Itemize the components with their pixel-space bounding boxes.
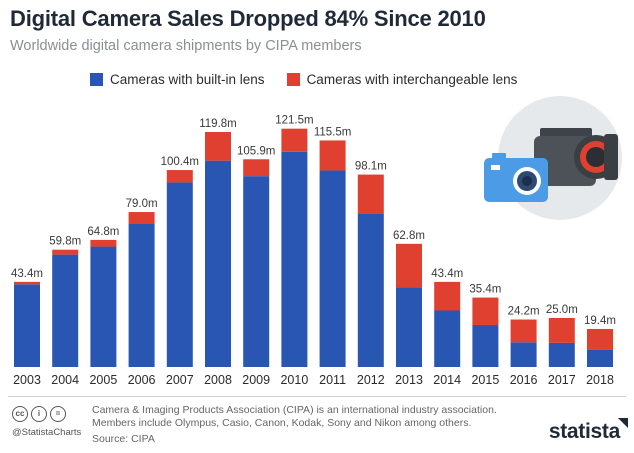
x-tick-2005: 2005 [89, 373, 117, 387]
data-label-2015: 35.4m [469, 284, 501, 296]
bar-chart: 43.4m 2003 59.8m 2004 64.8m 2005 79.0m 2006 100.… [11, 96, 622, 387]
data-label-2004: 59.8m [49, 236, 81, 248]
no-derivatives-icon: = [50, 406, 66, 422]
x-tick-2010: 2010 [280, 373, 308, 387]
bar-interchangeable-2013 [396, 243, 422, 288]
legend-label-built-in: Cameras with built-in lens [110, 72, 265, 87]
x-tick-2017: 2017 [548, 373, 576, 387]
data-label-2016: 24.2m [508, 306, 540, 318]
x-tick-2004: 2004 [51, 373, 79, 387]
bar-built-in-2018 [587, 349, 613, 367]
bar-built-in-2011 [319, 170, 346, 367]
legend-item-interchangeable: Cameras with interchangeable lens [286, 72, 518, 87]
data-label-2018: 19.4m [584, 315, 616, 327]
data-label-2014: 43.4m [431, 268, 463, 280]
x-tick-2016: 2016 [510, 373, 538, 387]
bar-interchangeable-2005 [90, 239, 117, 247]
data-label-2017: 25.0m [546, 304, 578, 316]
legend: Cameras with built-in lens Cameras with … [90, 72, 539, 87]
bar-interchangeable-2012 [357, 174, 384, 214]
bar-built-in-2016 [510, 342, 537, 367]
bar-interchangeable-2004 [52, 249, 79, 255]
bar-interchangeable-2003 [14, 281, 40, 285]
x-tick-2011: 2011 [319, 373, 346, 387]
legend-swatch-built-in [90, 73, 103, 86]
data-label-2007: 100.4m [161, 156, 199, 168]
cc-license: cc i = [12, 406, 69, 422]
source: Source: CIPA [92, 433, 155, 445]
x-tick-2012: 2012 [357, 373, 385, 387]
bar-built-in-2004 [52, 254, 79, 367]
bar-built-in-2010 [281, 151, 308, 367]
bar-built-in-2015 [472, 325, 499, 367]
chart-title: Digital Camera Sales Dropped 84% Since 2… [10, 6, 486, 31]
bar-built-in-2013 [396, 287, 422, 367]
x-tick-2014: 2014 [433, 373, 461, 387]
x-tick-2006: 2006 [128, 373, 156, 387]
twitter-handle: @StatistaCharts [12, 427, 82, 438]
bar-interchangeable-2011 [319, 140, 346, 171]
x-tick-2007: 2007 [166, 373, 194, 387]
bar-interchangeable-2017 [548, 317, 575, 343]
bar-built-in-2017 [548, 342, 575, 367]
x-tick-2009: 2009 [242, 373, 270, 387]
statista-logo: statista [548, 420, 620, 443]
bar-built-in-2012 [357, 213, 384, 367]
footer-divider [8, 396, 626, 397]
footer-note: Camera & Imaging Products Association (C… [92, 404, 497, 429]
legend-label-interchangeable: Cameras with interchangeable lens [306, 72, 518, 87]
attribution-icon: i [31, 406, 47, 422]
x-tick-2015: 2015 [471, 373, 499, 387]
bar-built-in-2008 [205, 160, 231, 367]
bar-interchangeable-2015 [472, 297, 499, 326]
data-label-2006: 79.0m [126, 198, 158, 210]
bar-interchangeable-2010 [281, 128, 308, 152]
bar-interchangeable-2008 [205, 132, 231, 161]
data-label-2008: 119.8m [199, 118, 237, 130]
bar-interchangeable-2006 [128, 212, 155, 225]
data-label-2005: 64.8m [87, 226, 119, 238]
statista-logo-mark [618, 418, 628, 428]
bar-interchangeable-2014 [434, 281, 461, 311]
bar-built-in-2009 [243, 176, 270, 367]
bar-interchangeable-2007 [166, 170, 193, 183]
data-label-2003: 43.4m [11, 268, 43, 280]
bar-built-in-2003 [14, 284, 40, 367]
bar-built-in-2006 [128, 224, 155, 367]
x-tick-2008: 2008 [204, 373, 232, 387]
bar-built-in-2007 [166, 182, 193, 367]
data-label-2009: 105.9m [237, 145, 275, 157]
bar-built-in-2014 [434, 310, 461, 367]
legend-item-built-in: Cameras with built-in lens [90, 72, 265, 87]
chart-subtitle: Worldwide digital camera shipments by CI… [10, 38, 362, 54]
legend-swatch-interchangeable [286, 73, 300, 86]
data-label-2010: 121.5m [275, 115, 313, 127]
x-tick-2013: 2013 [395, 373, 423, 387]
cc-icon: cc [12, 406, 28, 422]
data-label-2013: 62.8m [393, 230, 425, 242]
data-label-2012: 98.1m [355, 161, 387, 173]
bar-interchangeable-2009 [243, 159, 270, 177]
x-tick-2018: 2018 [586, 373, 614, 387]
camera-icon [484, 96, 622, 220]
bar-interchangeable-2016 [510, 319, 537, 343]
bar-interchangeable-2018 [587, 328, 613, 350]
data-label-2011: 115.5m [314, 126, 352, 138]
bar-built-in-2005 [90, 246, 117, 367]
x-tick-2003: 2003 [13, 373, 41, 387]
